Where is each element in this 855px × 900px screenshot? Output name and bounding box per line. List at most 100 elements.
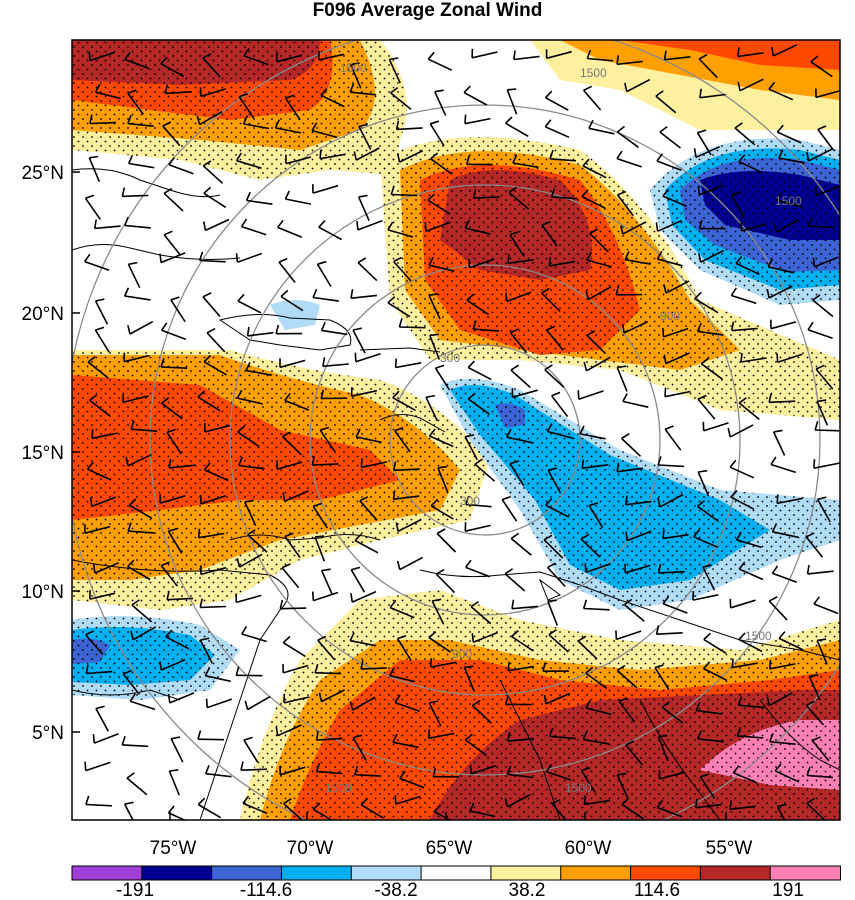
wind-barb xyxy=(700,363,723,380)
wind-barb-flag xyxy=(541,221,551,226)
wind-barb xyxy=(511,635,534,652)
wind-barb-flag xyxy=(582,599,588,609)
wind-barb xyxy=(427,199,451,215)
wind-barb xyxy=(738,402,760,421)
wind-barb-flag xyxy=(813,459,816,469)
wind-barb xyxy=(661,706,684,724)
wind-barb xyxy=(471,704,493,724)
wind-barb xyxy=(776,199,803,208)
wind-barb xyxy=(127,92,144,115)
wind-barb-flag xyxy=(395,522,399,532)
wind-barb-flag xyxy=(778,631,786,639)
wind-barb xyxy=(664,56,691,61)
wind-barb xyxy=(510,369,531,389)
wind-barb-flag xyxy=(737,696,743,706)
wind-barb-flag xyxy=(164,84,168,94)
wind-barb xyxy=(124,224,151,229)
colorbar-swatch xyxy=(350,865,423,881)
wind-barb xyxy=(284,399,310,411)
wind-barb xyxy=(316,263,332,287)
wind-barb-flag xyxy=(501,495,511,501)
wind-barb xyxy=(586,357,610,372)
wind-barb xyxy=(588,505,604,529)
wind-barb-flag xyxy=(504,695,509,705)
wind-barb-flag xyxy=(350,62,360,66)
wind-barb xyxy=(655,95,677,114)
wind-barb-flag xyxy=(424,222,427,232)
wind-barb-flag xyxy=(282,431,291,438)
wind-barb xyxy=(697,505,720,523)
wind-barb xyxy=(239,553,263,568)
wind-barb xyxy=(280,766,306,776)
wind-barb xyxy=(581,195,606,210)
wind-barb xyxy=(87,468,112,481)
wind-barb xyxy=(168,812,187,820)
wind-barb xyxy=(738,704,765,709)
wind-barb-flag xyxy=(280,289,289,298)
wind-barb-flag xyxy=(85,664,89,674)
wind-barb-flag xyxy=(577,635,587,642)
wind-barb-flag xyxy=(392,390,400,399)
wind-barb-flag xyxy=(692,591,695,601)
wind-barb xyxy=(583,607,610,611)
wind-barb-flag xyxy=(275,726,279,736)
wind-barb-flag xyxy=(662,596,670,605)
wind-barb xyxy=(578,390,604,400)
wind-barb xyxy=(202,57,221,78)
wind-barb-flag xyxy=(242,795,250,804)
wind-barb xyxy=(465,524,491,532)
wind-barb xyxy=(816,499,831,523)
wind-barb xyxy=(168,770,180,796)
wind-barb xyxy=(202,296,221,318)
wind-barb xyxy=(807,570,834,575)
wind-barb xyxy=(393,495,420,501)
wind-barb-flag xyxy=(277,219,284,228)
wind-barb xyxy=(623,320,649,334)
wind-barb xyxy=(357,196,370,222)
wind-barb xyxy=(582,165,607,179)
wind-barb-flag xyxy=(616,125,625,133)
wind-barb-flag xyxy=(697,185,701,195)
wind-barb xyxy=(769,692,793,707)
wind-barb-flag xyxy=(349,632,355,642)
ring-label-1500d: 1500 xyxy=(325,781,352,795)
wind-barb xyxy=(316,737,343,741)
wind-barb-flag xyxy=(202,292,212,298)
wind-barb xyxy=(84,525,111,534)
wind-barb-flag xyxy=(663,354,667,364)
wind-barb xyxy=(625,744,644,766)
colorbar-labels: -191 -114.6 -38.2 38.2 114.6 191 xyxy=(116,880,804,900)
wind-barb xyxy=(322,363,349,368)
wind-barb-flag xyxy=(697,394,707,400)
wind-barb-flag xyxy=(657,497,661,508)
wind-barb-flag xyxy=(350,289,354,299)
wind-barb-flag xyxy=(506,765,512,775)
wind-barb xyxy=(123,354,150,363)
wind-barb xyxy=(770,321,797,330)
wind-barb xyxy=(320,570,333,595)
wind-barb-flag xyxy=(125,456,129,466)
wind-barb-flag xyxy=(583,361,588,372)
wind-barb xyxy=(734,127,756,146)
wind-barb xyxy=(163,192,184,212)
wind-barb-flag xyxy=(548,727,554,737)
wind-barb-flag xyxy=(696,499,706,507)
wind-barb xyxy=(276,461,303,470)
wind-barb xyxy=(430,505,454,520)
wind-barb xyxy=(464,227,491,235)
wind-barb xyxy=(816,401,829,426)
wind-barb xyxy=(435,573,456,594)
wind-barb xyxy=(507,737,534,742)
wind-barb xyxy=(580,538,601,558)
wind-barb-flag xyxy=(776,124,784,133)
wind-barb xyxy=(657,736,669,762)
wind-barb-flag xyxy=(167,693,171,704)
wind-barb xyxy=(778,157,805,164)
wind-barb-flag xyxy=(698,253,702,263)
wind-barb xyxy=(551,196,578,200)
wind-barb xyxy=(584,799,611,806)
wind-barb-flag xyxy=(163,187,173,194)
wind-barb-flag xyxy=(544,364,553,371)
wind-barb-flag xyxy=(235,666,240,676)
wind-barb-flag xyxy=(776,192,783,201)
